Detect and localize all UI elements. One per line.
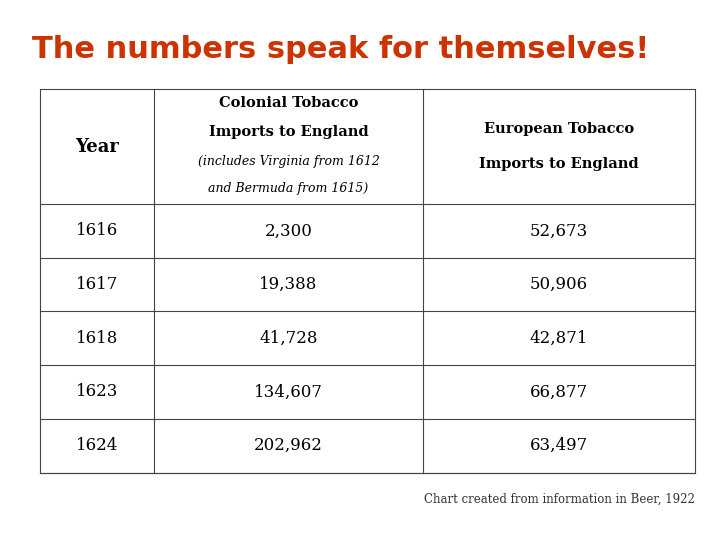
Text: The numbers speak for themselves!: The numbers speak for themselves! [32,35,649,64]
Text: 41,728: 41,728 [259,330,318,347]
Text: 52,673: 52,673 [530,222,588,239]
Text: Year: Year [75,138,119,156]
Text: Chart created from information in Beer, 1922: Chart created from information in Beer, … [424,493,695,506]
Text: 1617: 1617 [76,276,118,293]
Text: 202,962: 202,962 [254,437,323,454]
Text: (includes Virginia from 1612: (includes Virginia from 1612 [197,155,379,168]
Text: 19,388: 19,388 [259,276,318,293]
Text: and Bermuda from 1615): and Bermuda from 1615) [209,181,369,194]
Bar [40,89,695,472]
Text: 1623: 1623 [76,383,118,401]
Text: 134,607: 134,607 [254,383,323,401]
Text: 1616: 1616 [76,222,118,239]
Text: European Tobacco: European Tobacco [484,123,634,137]
Text: 2,300: 2,300 [265,222,312,239]
Text: 42,871: 42,871 [530,330,588,347]
Text: 1624: 1624 [76,437,118,454]
Text: Colonial Tobacco: Colonial Tobacco [219,96,359,110]
Text: 63,497: 63,497 [530,437,588,454]
Text: Imports to England: Imports to England [209,125,369,139]
Text: Imports to England: Imports to England [479,157,639,171]
Text: 66,877: 66,877 [530,383,588,401]
Text: 1618: 1618 [76,330,118,347]
Text: 50,906: 50,906 [530,276,588,293]
